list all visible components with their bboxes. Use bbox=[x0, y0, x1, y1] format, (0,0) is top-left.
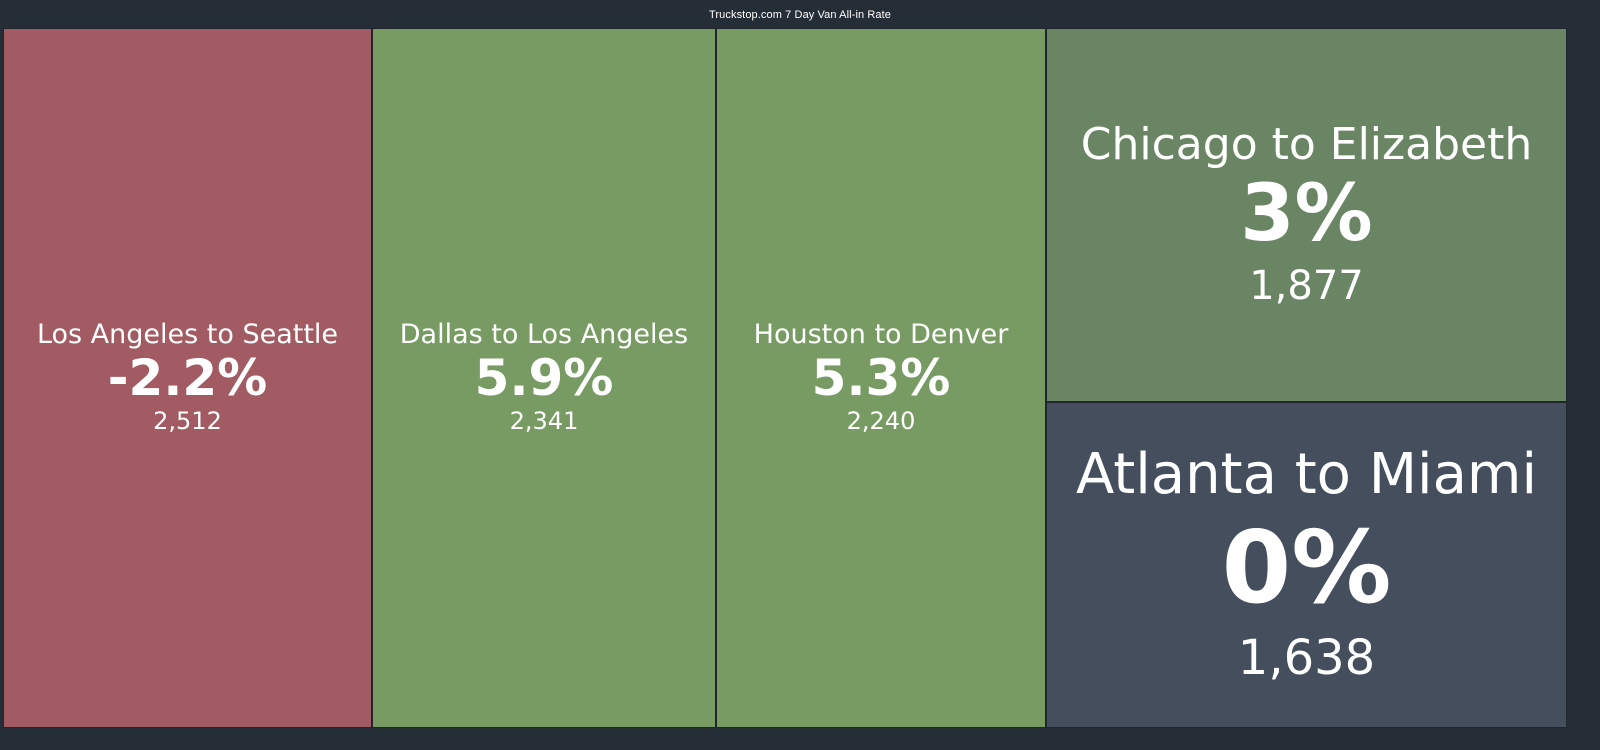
chart-title: Truckstop.com 7 Day Van All-in Rate bbox=[708, 9, 891, 21]
tile-change-label: 0% bbox=[1221, 508, 1392, 626]
bottom-strip bbox=[3, 745, 1597, 750]
treemap-tile-los-angeles-to-seattle[interactable]: Los Angeles to Seattle -2.2% 2,512 bbox=[3, 28, 372, 728]
tile-lane-label: Dallas to Los Angeles bbox=[399, 319, 689, 351]
tile-change-label: 5.9% bbox=[474, 348, 614, 407]
treemap-tile-atlanta-to-miami[interactable]: Atlanta to Miami 0% 1,638 bbox=[1046, 402, 1567, 728]
tile-change-label: 5.3% bbox=[811, 348, 951, 407]
tile-lane-label: Chicago to Elizabeth bbox=[1080, 118, 1533, 170]
treemap-tile-houston-to-denver[interactable]: Houston to Denver 5.3% 2,240 bbox=[716, 28, 1046, 728]
tile-rate-label: 1,638 bbox=[1237, 629, 1376, 686]
tile-change-label: -2.2% bbox=[107, 348, 268, 407]
tile-rate-label: 2,341 bbox=[509, 407, 579, 436]
tile-rate-label: 1,877 bbox=[1249, 263, 1364, 310]
title-bar: Truckstop.com 7 Day Van All-in Rate bbox=[3, 2, 1597, 29]
tile-rate-label: 2,512 bbox=[153, 407, 222, 436]
tile-lane-label: Los Angeles to Seattle bbox=[36, 319, 339, 351]
tile-lane-label: Atlanta to Miami bbox=[1075, 441, 1538, 507]
tile-change-label: 3% bbox=[1240, 169, 1373, 260]
tile-lane-label: Houston to Denver bbox=[753, 319, 1009, 351]
treemap-tile-chicago-to-elizabeth[interactable]: Chicago to Elizabeth 3% 1,877 bbox=[1046, 28, 1567, 402]
treemap: Los Angeles to Seattle -2.2% 2,512 Dalla… bbox=[3, 28, 1597, 748]
treemap-tile-dallas-to-los-angeles[interactable]: Dallas to Los Angeles 5.9% 2,341 bbox=[372, 28, 716, 728]
tile-rate-label: 2,240 bbox=[846, 407, 916, 436]
